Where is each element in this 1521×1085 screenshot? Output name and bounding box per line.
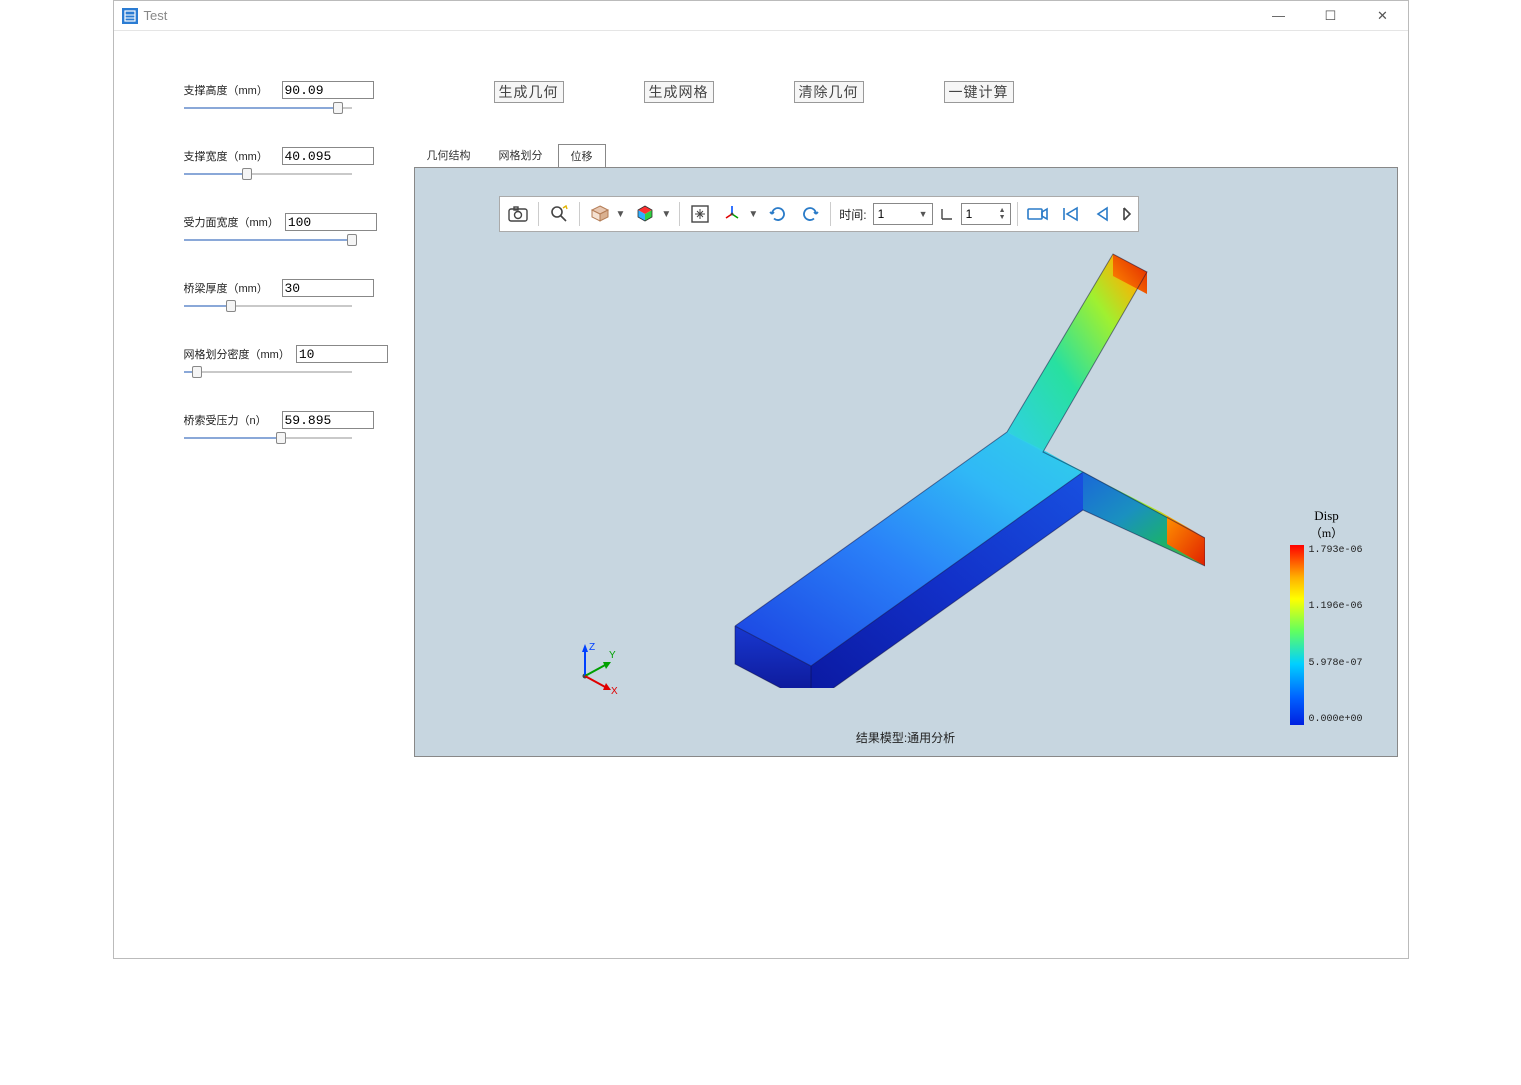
param-slider[interactable] — [184, 167, 352, 181]
param-label: 桥索受压力（n） — [184, 412, 276, 428]
parameter-panel: 支撑高度（mm） 支撑宽度（mm） 受力面宽度（mm） 桥梁厚度（mm） 网格划分密度（… — [124, 81, 394, 948]
play-prev-icon[interactable] — [1088, 200, 1116, 228]
time-combo-value: 1 — [878, 207, 885, 221]
axis-triad: Z Y X — [565, 636, 625, 696]
param-row: 支撑宽度（mm） — [184, 147, 394, 181]
camera-icon[interactable] — [1024, 200, 1052, 228]
action-row: 生成几何 生成网格 清除几何 一键计算 — [414, 81, 1398, 103]
minimize-button[interactable]: — — [1262, 8, 1296, 24]
param-input[interactable] — [282, 81, 374, 99]
result-model-beam — [685, 248, 1205, 688]
tab-row: 几何结构网格划分位移 — [414, 143, 1398, 167]
titlebar: Test — ☐ ✕ — [114, 1, 1408, 31]
param-label: 网格划分密度（mm） — [184, 346, 290, 362]
frame-spinner[interactable]: 1 ▲▼ — [961, 203, 1011, 225]
main-area: 生成几何 生成网格 清除几何 一键计算 几何结构网格划分位移 ▼ — [414, 81, 1398, 948]
param-input[interactable] — [282, 279, 374, 297]
client-area: 支撑高度（mm） 支撑宽度（mm） 受力面宽度（mm） 桥梁厚度（mm） 网格划分密度（… — [114, 31, 1408, 958]
maximize-button[interactable]: ☐ — [1314, 8, 1348, 24]
param-label: 支撑宽度（mm） — [184, 148, 276, 164]
viewport-toolbar: ▼ ▼ ▼ — [499, 196, 1139, 232]
param-row: 桥索受压力（n） — [184, 411, 394, 445]
toolbar-separator — [830, 202, 831, 226]
param-row: 支撑高度（mm） — [184, 81, 394, 115]
app-window: Test — ☐ ✕ 支撑高度（mm） 支撑宽度（mm） 受力面宽度（mm） 桥梁厚度… — [113, 0, 1409, 959]
toolbar-separator — [538, 202, 539, 226]
legend-title: Disp — [1277, 508, 1377, 524]
param-row: 受力面宽度（mm） — [184, 213, 394, 247]
spin-down-icon[interactable]: ▼ — [999, 214, 1006, 221]
legend-tick: 0.000e+00 — [1308, 714, 1362, 725]
toolbar-separator — [579, 202, 580, 226]
legend-tick: 1.793e-06 — [1308, 545, 1362, 556]
stop-marker-icon[interactable] — [937, 200, 957, 228]
color-legend: Disp （m） 1.793e-06 1.196e-06 5.978e-07 0.00… — [1277, 508, 1377, 725]
param-slider[interactable] — [184, 365, 352, 379]
action-button[interactable]: 生成网格 — [644, 81, 714, 103]
viewport-3d[interactable]: ▼ ▼ ▼ — [414, 167, 1398, 757]
action-button[interactable]: 一键计算 — [944, 81, 1014, 103]
rotate-ccw-icon[interactable] — [796, 200, 824, 228]
spin-up-icon[interactable]: ▲ — [999, 207, 1006, 214]
param-input[interactable] — [282, 411, 374, 429]
toolbar-separator — [679, 202, 680, 226]
param-slider[interactable] — [184, 101, 352, 115]
axis-view-icon[interactable] — [718, 200, 746, 228]
param-label: 桥梁厚度（mm） — [184, 280, 276, 296]
colormap-icon[interactable] — [631, 200, 659, 228]
param-row: 网格划分密度（mm） — [184, 345, 394, 379]
skip-start-icon[interactable] — [1056, 200, 1084, 228]
more-icon[interactable] — [1120, 200, 1134, 228]
legend-tick: 5.978e-07 — [1308, 658, 1362, 669]
close-button[interactable]: ✕ — [1366, 8, 1400, 24]
param-slider[interactable] — [184, 233, 352, 247]
param-label: 支撑高度（mm） — [184, 82, 276, 98]
dropdown-icon[interactable]: ▼ — [748, 209, 758, 220]
param-input[interactable] — [282, 147, 374, 165]
param-label: 受力面宽度（mm） — [184, 214, 279, 230]
action-button[interactable]: 生成几何 — [494, 81, 564, 103]
z-axis-label: Z — [589, 642, 595, 653]
param-input[interactable] — [285, 213, 377, 231]
window-title: Test — [144, 8, 168, 23]
dropdown-icon[interactable]: ▼ — [661, 209, 671, 220]
frame-spinner-value: 1 — [966, 207, 973, 221]
time-label: 时间: — [839, 206, 866, 223]
param-slider[interactable] — [184, 299, 352, 313]
param-input[interactable] — [296, 345, 388, 363]
y-axis-label: Y — [609, 650, 616, 661]
param-row: 桥梁厚度（mm） — [184, 279, 394, 313]
tab[interactable]: 网格划分 — [486, 143, 556, 167]
legend-unit: （m） — [1277, 524, 1377, 541]
param-slider[interactable] — [184, 431, 352, 445]
x-axis-label: X — [611, 686, 618, 696]
toolbar-separator — [1017, 202, 1018, 226]
time-combo[interactable]: 1 ▼ — [873, 203, 933, 225]
legend-colorbar — [1290, 545, 1304, 725]
dropdown-icon: ▼ — [919, 209, 928, 219]
tab[interactable]: 位移 — [558, 144, 606, 168]
fit-view-icon[interactable] — [686, 200, 714, 228]
action-button[interactable]: 清除几何 — [794, 81, 864, 103]
rotate-cw-icon[interactable] — [764, 200, 792, 228]
tab[interactable]: 几何结构 — [414, 143, 484, 167]
screenshot-icon[interactable] — [504, 200, 532, 228]
viewport-footer-label: 结果模型:通用分析 — [415, 729, 1397, 746]
render-mode-icon[interactable] — [586, 200, 614, 228]
dropdown-icon[interactable]: ▼ — [616, 209, 626, 220]
zoom-icon[interactable] — [545, 200, 573, 228]
app-icon — [122, 8, 138, 24]
legend-tick: 1.196e-06 — [1308, 601, 1362, 612]
